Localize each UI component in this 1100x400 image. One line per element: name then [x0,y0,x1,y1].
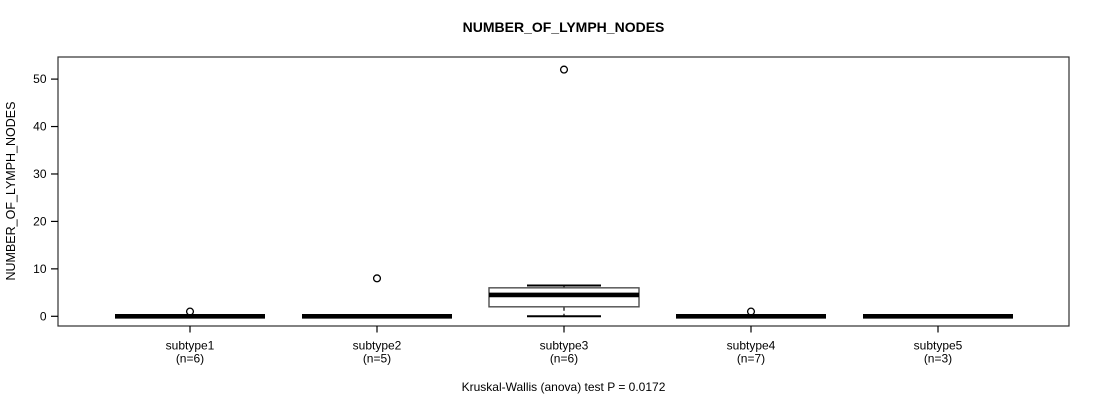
kruskal-wallis-annotation: Kruskal-Wallis (anova) test P = 0.0172 [461,380,666,394]
y-tick-label: 0 [40,309,47,323]
outlier-point [185,307,195,316]
y-tick-label: 30 [33,167,47,181]
x-tick-sublabel: (n=5) [363,352,391,366]
y-tick-label: 10 [33,262,47,276]
chart-title: NUMBER_OF_LYMPH_NODES [462,19,665,35]
y-tick-label: 50 [33,72,47,86]
x-tick-sublabel: (n=6) [176,352,204,366]
outlier-point [746,307,756,316]
outlier-point [559,65,569,74]
x-tick-label: subtype1 [166,339,215,353]
x-tick-label: subtype4 [727,339,776,353]
box-subtype3 [488,287,640,308]
x-tick-label: subtype2 [353,339,402,353]
x-tick-sublabel: (n=6) [550,352,578,366]
x-tick-label: subtype3 [540,339,589,353]
y-tick-label: 20 [33,214,47,228]
x-tick-sublabel: (n=3) [924,352,952,366]
outlier-point [372,274,382,283]
x-tick-label: subtype5 [914,339,963,353]
y-tick-label: 40 [33,120,47,134]
x-tick-sublabel: (n=7) [737,352,765,366]
